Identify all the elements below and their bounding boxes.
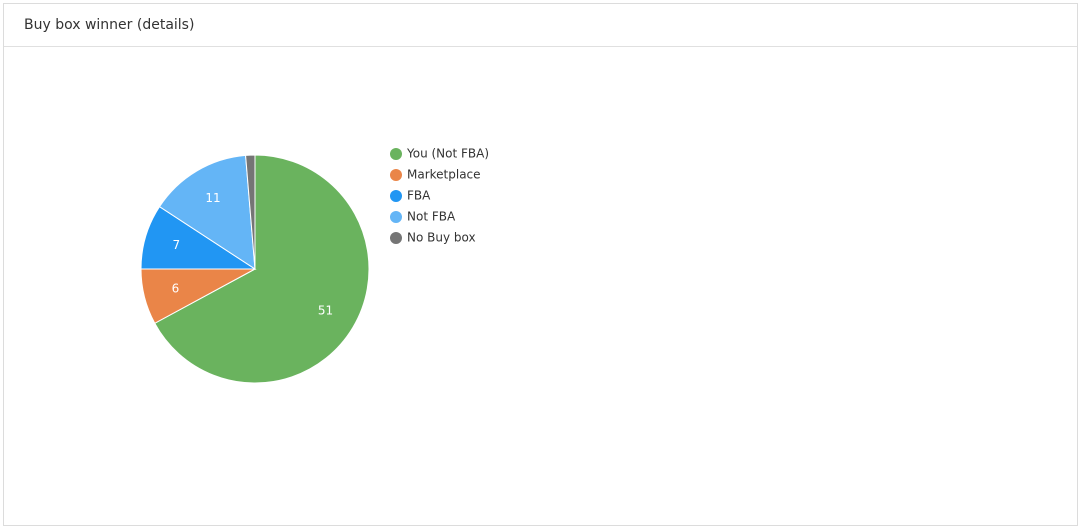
pie-slice (158, 154, 256, 270)
data-label: 7 (173, 238, 181, 252)
chart: 51 6 7 11 You (Not FBA) Marketplace FBA Not FBA… (140, 147, 489, 384)
legend-marker (390, 148, 402, 160)
data-label: 6 (172, 282, 180, 296)
data-label: 51 (318, 304, 333, 318)
legend-label: Marketplace (407, 168, 481, 182)
card-title: Buy box winner (details) (4, 4, 1077, 47)
legend-label: You (Not FBA) (406, 147, 489, 161)
legend-label: FBA (407, 189, 431, 203)
pie-slice (245, 154, 256, 270)
pie-slice (154, 154, 370, 384)
legend-marker (390, 232, 402, 244)
data-label: 11 (205, 191, 220, 205)
legend-label: Not FBA (407, 210, 456, 224)
legend-marker (390, 211, 402, 223)
legend-marker (390, 190, 402, 202)
legend-marker (390, 169, 402, 181)
card: Buy box winner (details) 51 6 7 11 You (Not … (3, 3, 1078, 526)
legend-label: No Buy box (407, 231, 476, 245)
